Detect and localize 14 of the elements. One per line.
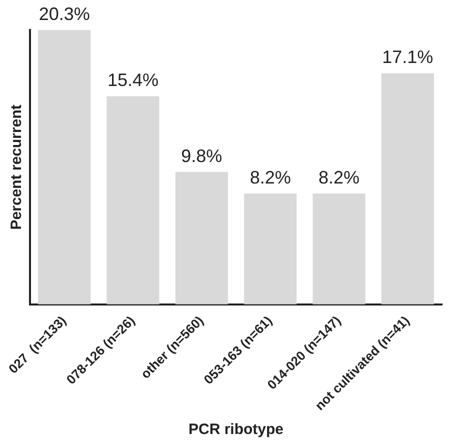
x-axis-title: PCR ribotype	[188, 421, 284, 438]
data-label: 15.4%	[107, 70, 159, 90]
data-label: 8.2%	[250, 167, 291, 188]
data-label: 9.8%	[181, 146, 222, 166]
y-axis-title: Percent recurrent	[8, 104, 26, 230]
bar	[106, 96, 160, 304]
bar	[381, 73, 434, 304]
data-label: 20.3%	[38, 4, 90, 24]
bar	[38, 30, 91, 304]
data-label: 8.2%	[318, 167, 360, 188]
bar	[175, 172, 228, 304]
bar	[312, 194, 366, 304]
data-label: 17.1%	[382, 47, 434, 68]
bar	[244, 194, 297, 304]
